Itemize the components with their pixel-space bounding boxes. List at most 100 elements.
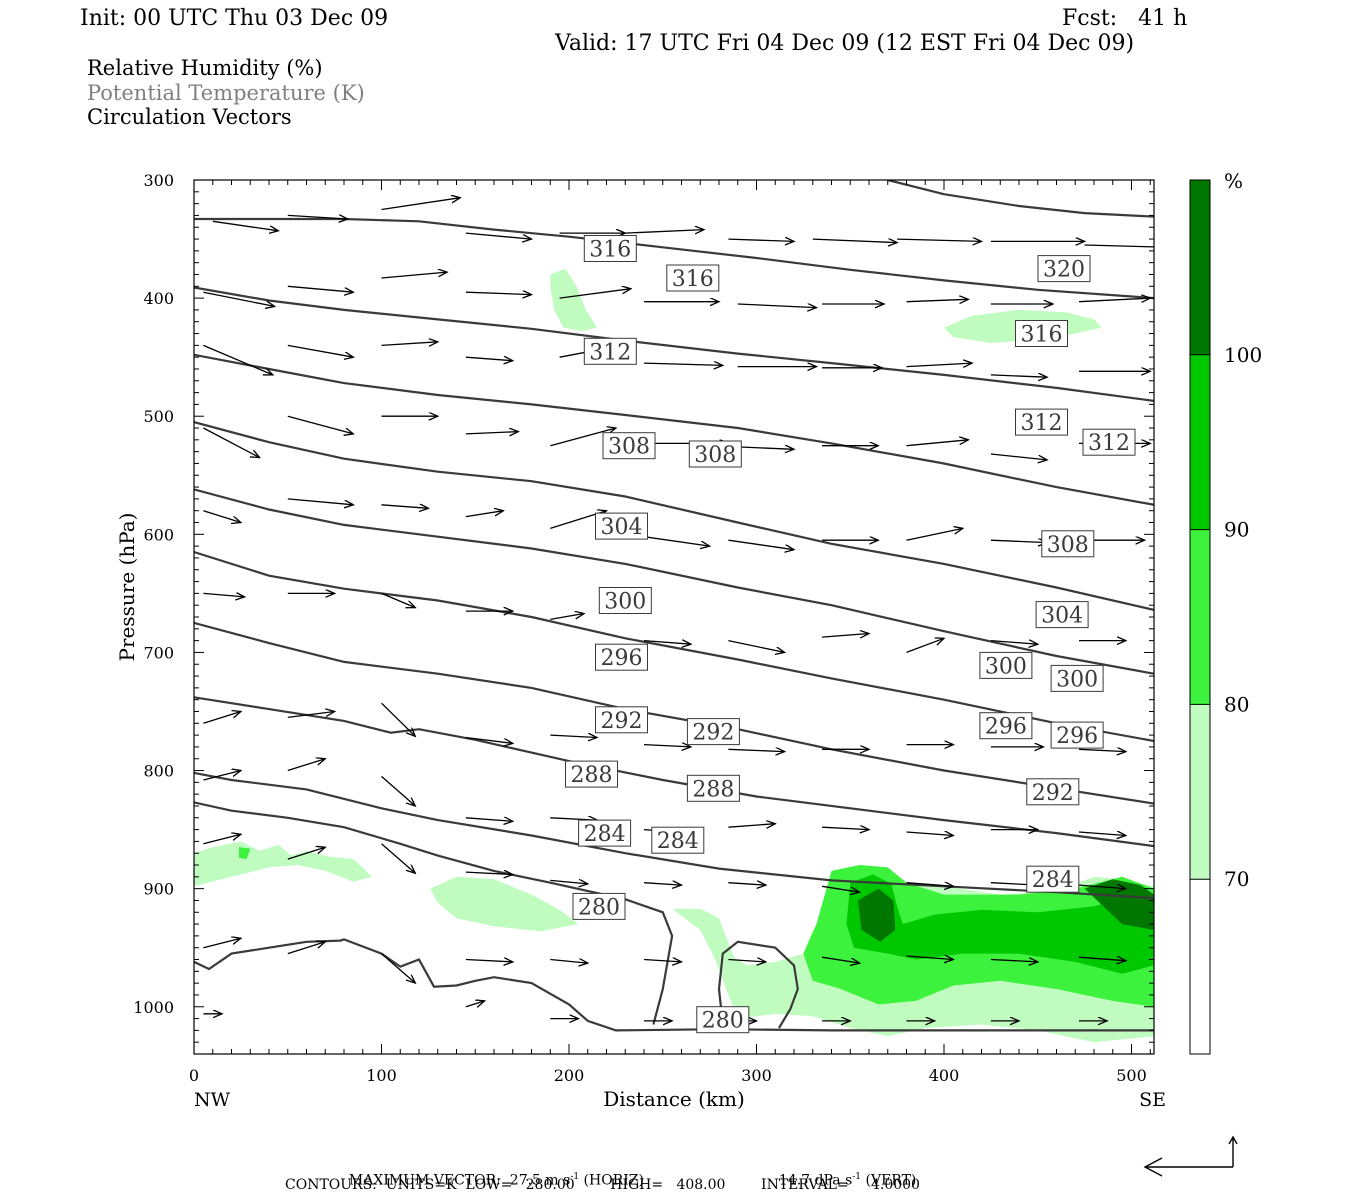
circulation-vector bbox=[465, 432, 519, 434]
theta-label: 292 bbox=[692, 721, 734, 746]
x-tick-label: 200 bbox=[554, 1066, 585, 1085]
theta-label-box bbox=[1037, 255, 1091, 283]
rh-region-100-8 bbox=[857, 888, 896, 942]
y-tick-label: 600 bbox=[143, 525, 174, 544]
circulation-vector bbox=[643, 536, 710, 546]
init-time: Init: 00 UTC Thu 03 Dec 09 bbox=[80, 6, 389, 31]
circulation-vector bbox=[906, 440, 969, 447]
x-end-label-right: SE bbox=[1139, 1089, 1166, 1111]
circulation-vector bbox=[906, 832, 954, 836]
circulation-vector bbox=[1078, 885, 1126, 889]
theta-contour-280 bbox=[194, 938, 1154, 1032]
circulation-vector bbox=[1078, 298, 1150, 302]
theta-label-box bbox=[686, 774, 740, 802]
theta-label-box bbox=[1082, 428, 1136, 456]
theta-label: 312 bbox=[589, 340, 631, 365]
theta-contour-308 bbox=[194, 353, 1154, 506]
valid-time: Valid: 17 UTC Fri 04 Dec 09 (12 EST Fri … bbox=[555, 31, 1135, 56]
circulation-vector bbox=[381, 505, 429, 509]
circulation-vector bbox=[381, 342, 438, 346]
theta-label-box bbox=[1026, 778, 1080, 806]
circulation-vector bbox=[203, 510, 241, 523]
theta-label: 284 bbox=[584, 822, 626, 847]
circulation-vector bbox=[465, 818, 513, 822]
circulation-vector bbox=[990, 960, 1038, 962]
circulation-vector bbox=[990, 540, 1047, 542]
theta-label-box bbox=[565, 760, 618, 788]
circulation-vector bbox=[465, 960, 513, 962]
theta-label-box bbox=[1035, 601, 1089, 629]
circulation-vector bbox=[381, 198, 461, 211]
theta-label: 288 bbox=[571, 763, 613, 788]
theta-label-box bbox=[1050, 664, 1104, 692]
theta-label-box bbox=[979, 712, 1033, 740]
circulation-vector bbox=[643, 641, 691, 645]
theta-label: 304 bbox=[601, 515, 643, 540]
rh-region-70-0 bbox=[550, 268, 598, 332]
circulation-vector bbox=[990, 641, 1038, 645]
y-tick-label: 700 bbox=[143, 643, 174, 662]
x-tick-label: 400 bbox=[929, 1066, 960, 1085]
circulation-vector bbox=[287, 942, 326, 955]
circulation-vector bbox=[728, 749, 784, 751]
circulation-vector bbox=[381, 843, 416, 874]
theta-label-box bbox=[688, 440, 742, 468]
theta-contour-300 bbox=[194, 488, 1154, 675]
circulation-vector bbox=[287, 215, 348, 219]
circulation-vector bbox=[550, 428, 616, 447]
colorbar-bin bbox=[1190, 529, 1210, 705]
theta-label-box bbox=[1015, 320, 1068, 347]
y-axis-label: Pressure (hPa) bbox=[115, 513, 139, 662]
circulation-vector bbox=[728, 239, 794, 241]
rh-region-90-7 bbox=[846, 874, 1154, 974]
theta-contour-296 bbox=[194, 550, 1154, 743]
circulation-vector bbox=[203, 291, 274, 306]
theta-label: 316 bbox=[589, 238, 631, 263]
reference-vector-head-left bbox=[1143, 1157, 1163, 1177]
theta-label: 308 bbox=[1047, 533, 1089, 558]
colorbar-bin bbox=[1190, 180, 1210, 355]
circulation-vector bbox=[550, 735, 597, 737]
theta-label: 304 bbox=[1041, 604, 1083, 629]
rh-region-70-2 bbox=[194, 841, 373, 887]
theta-label: 320 bbox=[1043, 258, 1085, 283]
theta-label: 280 bbox=[702, 1009, 744, 1034]
y-tick-label: 800 bbox=[143, 762, 174, 781]
theta-contour-320 bbox=[887, 180, 1154, 218]
field-theta: Potential Temperature (K) bbox=[87, 81, 365, 105]
circulation-vector bbox=[212, 220, 279, 231]
theta-label-box bbox=[1041, 530, 1095, 558]
theta-label: 300 bbox=[985, 654, 1027, 679]
circulation-vector bbox=[812, 239, 897, 243]
circulation-vector bbox=[381, 702, 416, 736]
theta-label: 316 bbox=[1021, 323, 1063, 348]
circulation-vector bbox=[1078, 832, 1126, 836]
theta-label: 308 bbox=[608, 435, 650, 460]
circulation-vector bbox=[906, 883, 954, 887]
colorbar-bin bbox=[1190, 354, 1210, 530]
theta-label-box bbox=[686, 718, 740, 746]
circulation-vector bbox=[728, 960, 766, 962]
circulation-vector bbox=[559, 289, 631, 299]
theta-label-box bbox=[1026, 865, 1080, 893]
theta-label-box bbox=[651, 826, 705, 854]
theta-contour-280 bbox=[717, 940, 799, 1029]
theta-label: 296 bbox=[985, 715, 1027, 740]
theta-label-box bbox=[666, 264, 720, 292]
circulation-vector bbox=[728, 824, 775, 828]
theta-label-box bbox=[583, 235, 637, 262]
circulation-vector bbox=[822, 634, 869, 638]
forecast-hour: Fcst: 41 h bbox=[1062, 6, 1188, 31]
circulation-vector bbox=[643, 363, 723, 365]
y-tick-label: 1000 bbox=[133, 998, 174, 1017]
colorbar-bin bbox=[1190, 879, 1210, 1054]
circulation-vector bbox=[465, 511, 504, 518]
circulation-vector bbox=[897, 239, 981, 241]
x-tick-label: 100 bbox=[366, 1066, 397, 1085]
circulation-vector bbox=[287, 415, 354, 434]
circulation-vector bbox=[465, 357, 513, 361]
circulation-vector bbox=[203, 938, 241, 949]
circulation-vector bbox=[203, 427, 259, 458]
circulation-vector bbox=[203, 771, 241, 781]
